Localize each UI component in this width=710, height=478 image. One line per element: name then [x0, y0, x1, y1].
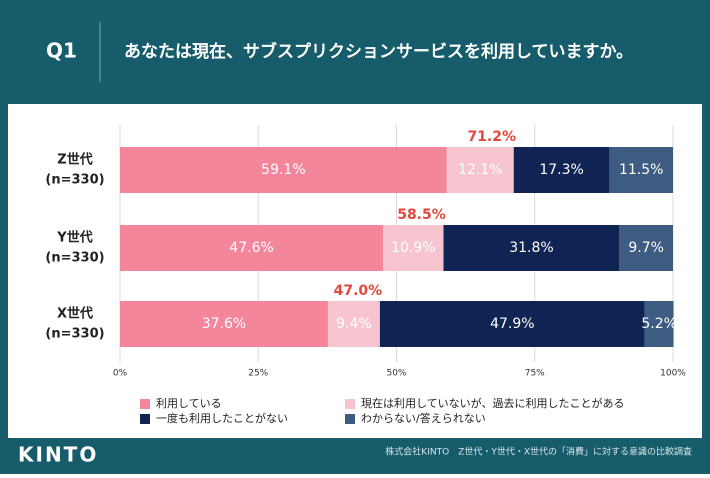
- legend-swatch: [140, 414, 150, 424]
- bar-segment: [609, 147, 673, 193]
- legend-label: わからない/答えられない: [361, 411, 486, 425]
- bar-segment: [513, 147, 610, 193]
- bar-segment: [120, 225, 384, 271]
- value-label: 10.9%: [391, 240, 435, 256]
- category-label: Y世代: [56, 230, 92, 246]
- value-label: 12.1%: [458, 162, 502, 178]
- legend-swatch: [345, 414, 355, 424]
- legend-label: 現在は利用していないが、過去に利用したことがある: [361, 396, 624, 410]
- bar-segment: [379, 301, 645, 347]
- bar-segment: [383, 225, 444, 271]
- value-label: 47.6%: [229, 240, 273, 256]
- value-label: 11.5%: [619, 162, 663, 178]
- value-label: 9.4%: [336, 316, 372, 332]
- x-tick-label: 0%: [113, 369, 128, 379]
- logo: KINTO: [18, 443, 98, 467]
- bar-segment: [446, 147, 514, 193]
- category-label: (n=330): [45, 173, 104, 188]
- legend-swatch: [345, 399, 355, 409]
- category-label: (n=330): [45, 327, 104, 342]
- legend-label: 一度も利用したことがない: [156, 411, 288, 425]
- question-text: あなたは現在、サブスプリクションサービスを利用していますか。: [124, 41, 633, 62]
- question-number: Q1: [46, 39, 77, 63]
- value-label: 17.3%: [539, 162, 583, 178]
- source: 株式会社KINTO Z世代・Y世代・X世代の「消費」に対する意識の比較調査: [385, 446, 692, 458]
- bar-segment: [120, 147, 447, 193]
- value-label: 5.2%: [641, 316, 677, 332]
- category-label: X世代: [57, 306, 93, 322]
- x-tick-label: 50%: [386, 369, 406, 379]
- x-tick-label: 25%: [248, 369, 268, 379]
- category-label: Z世代: [57, 152, 92, 168]
- value-label: 37.6%: [202, 316, 246, 332]
- bar-segment: [120, 301, 328, 347]
- value-label: 31.8%: [509, 240, 553, 256]
- x-tick-label: 100%: [660, 369, 686, 379]
- total-label: 58.5%: [397, 207, 446, 223]
- category-label: (n=330): [45, 251, 104, 266]
- x-tick-label: 75%: [525, 369, 545, 379]
- total-label: 71.2%: [467, 129, 516, 145]
- bar-segment: [327, 301, 380, 347]
- bar-segment: [644, 301, 674, 347]
- value-label: 9.7%: [628, 240, 664, 256]
- legend-swatch: [140, 399, 150, 409]
- value-label: 47.9%: [490, 316, 534, 332]
- bar-segment: [443, 225, 620, 271]
- legend-label: 利用している: [156, 397, 222, 410]
- value-label: 59.1%: [261, 162, 305, 178]
- total-label: 47.0%: [334, 283, 383, 299]
- bar-segment: [619, 225, 673, 271]
